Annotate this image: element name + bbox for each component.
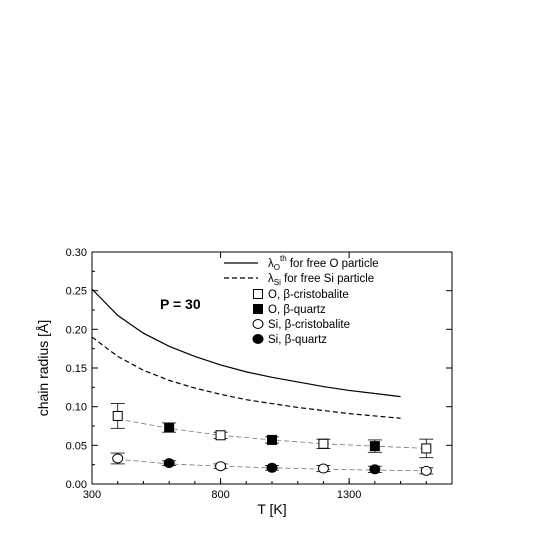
series-line-o [91,288,401,398]
data-point [369,464,381,475]
data-point [266,462,278,473]
axes: 300 800 1300 0.00 0.05 0.10 0.15 0.20 0.25 0.30 [66,247,453,501]
y-tick-label: 0.30 [66,247,87,259]
y-axis-label: chain radius [Å] [35,320,51,417]
data-point [421,443,432,454]
legend-label: λOth for free O particle [268,254,379,272]
data-point [420,465,432,476]
x-tick-label: 300 [83,489,101,501]
data-point [215,430,226,441]
data-point [163,458,175,469]
data-point [112,410,123,421]
plot-area [91,288,434,476]
legend-label: O, β-quartz [268,304,326,316]
data-point [267,434,277,445]
legend-marker [253,289,263,299]
data-point [112,453,124,464]
data-point [164,422,175,433]
x-tick-label: 800 [211,489,229,501]
y-tick-label: 0.25 [66,286,87,298]
legend-label: Si, β-cristobalite [268,319,350,331]
legend-marker [252,319,264,329]
y-tick-label: 0.20 [66,324,87,336]
x-tick-label: 1300 [337,489,361,501]
data-point [215,461,227,472]
series-line-si [91,336,401,419]
y-tick-label: 0.10 [66,402,87,414]
legend-marker [252,334,264,344]
legend-label: λSi for free Si particle [268,273,374,287]
legend-label: Si, β-quartz [268,334,327,346]
pressure-annotation: P = 30 [160,296,201,312]
data-point [317,463,329,474]
y-tick-label: 0.00 [66,479,87,491]
legend-label: O, β-cristobalite [268,289,349,301]
legend-marker [253,304,263,314]
data-point [318,438,329,449]
y-tick-label: 0.15 [66,363,87,375]
x-axis-label: T [K] [257,501,286,517]
plot-frame [91,251,453,485]
y-tick-label: 0.05 [66,440,87,452]
data-point [369,441,380,452]
